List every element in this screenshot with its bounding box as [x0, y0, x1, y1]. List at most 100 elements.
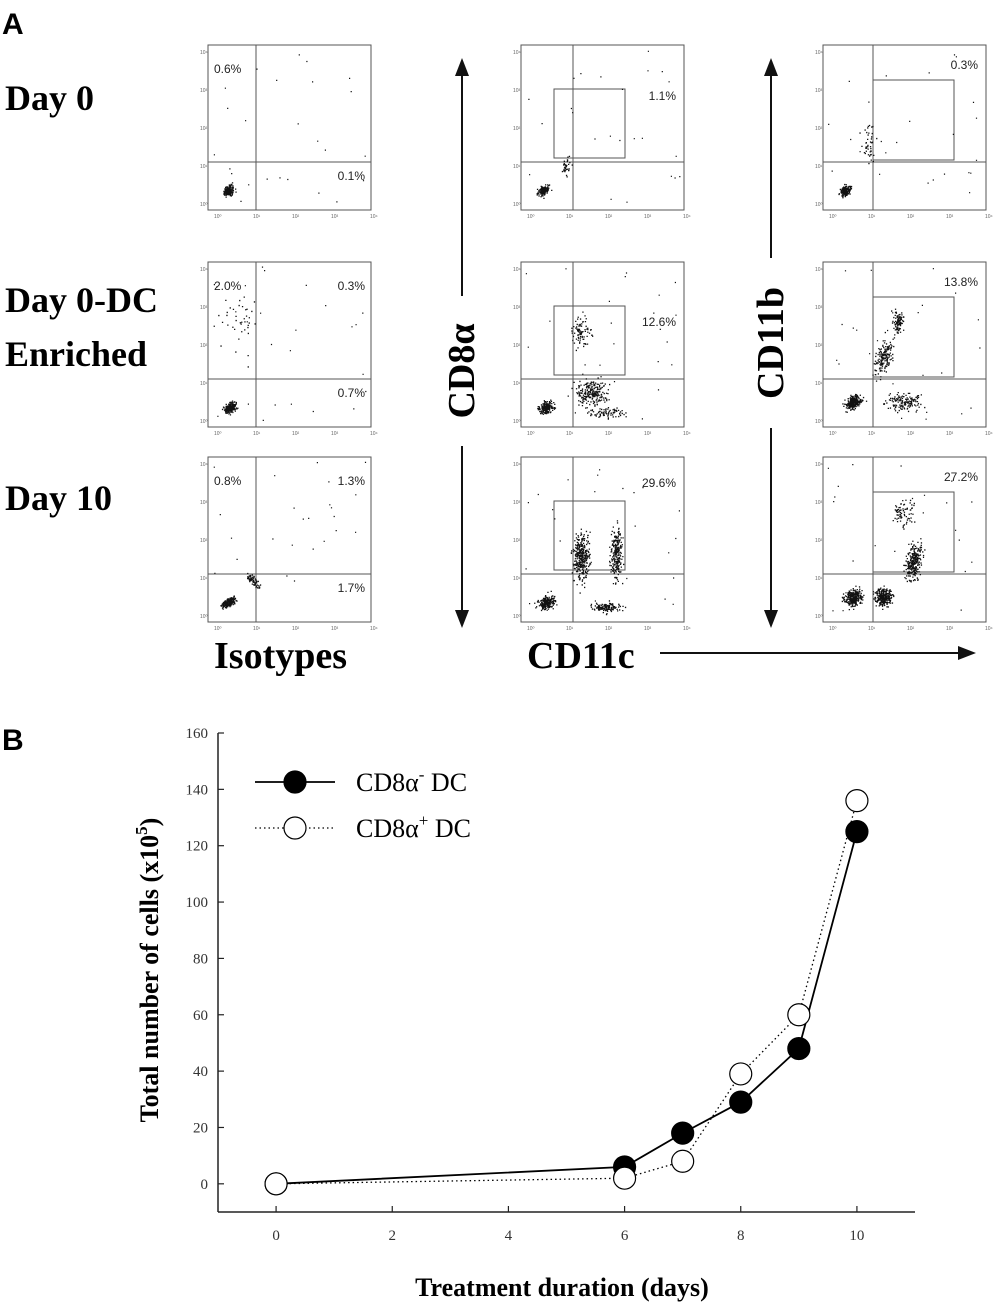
y-tick-label: 10²	[815, 343, 823, 349]
x-tick-label: 10⁴	[683, 626, 691, 632]
y-tick-label: 120	[186, 839, 209, 855]
flow-plot: 10⁰ 10⁰ 10¹ 10¹ 10² 10² 10³ 10³ 10⁴ 10⁴ 29.6%	[513, 456, 691, 632]
y-tick-label: 10³	[513, 88, 521, 94]
x-tick-label: 10¹	[566, 626, 574, 632]
gate-box	[553, 305, 626, 376]
quadrant-percent-lower-right: 1.7%	[338, 581, 366, 595]
x-tick-label: 10³	[946, 214, 954, 220]
quadrant-percent-upper-left: 0.6%	[214, 62, 242, 76]
x-tick-label: 10³	[644, 214, 652, 220]
x-tick-label: 10⁰	[214, 431, 222, 437]
gate-percent: 13.8%	[944, 275, 978, 289]
y-tick-label: 10⁰	[815, 202, 823, 208]
y-tick-label: 10⁴	[200, 50, 208, 56]
plot-frame	[207, 261, 372, 428]
gate-box	[872, 296, 955, 378]
x-tick-label: 10²	[907, 431, 915, 437]
quadrant-percent-upper-right: 1.3%	[338, 474, 366, 488]
event-dots	[213, 54, 366, 203]
y-tick-label: 10¹	[200, 164, 208, 170]
x-tick-label: 10²	[292, 626, 300, 632]
y-tick-label: 10³	[815, 500, 823, 506]
gate-percent: 1.1%	[649, 89, 677, 103]
plot-frame	[520, 456, 685, 623]
x-tick-label: 10¹	[566, 214, 574, 220]
y-axis-label: Total number of cells (x105)	[132, 818, 164, 1123]
x-tick-label: 10⁰	[527, 431, 535, 437]
x-tick-label: 10³	[331, 431, 339, 437]
cd11c-caption: CD11c	[527, 635, 635, 677]
x-tick-label: 10³	[331, 214, 339, 220]
y-tick-label: 10²	[200, 126, 208, 132]
data-point-filled	[729, 1090, 753, 1114]
y-tick-label: 40	[193, 1064, 208, 1080]
y-axis-label-main: Total number of cells (x10	[135, 835, 164, 1122]
y-tick-label: 140	[186, 782, 209, 798]
y-tick-label: 10⁰	[513, 614, 521, 620]
row-label-enriched: Enriched	[5, 334, 147, 374]
y-tick-label: 10⁴	[513, 462, 521, 468]
x-tick-label: 10¹	[868, 431, 876, 437]
event-dot-cloud	[213, 266, 367, 421]
x-tick-label: 10⁰	[829, 214, 837, 220]
x-tick-label: 10⁴	[370, 214, 378, 220]
chart-series	[264, 789, 869, 1196]
x-tick-label: 10⁴	[370, 431, 378, 437]
row-label-day10: Day 10	[5, 478, 112, 518]
x-axis-label: Treatment duration (days)	[415, 1273, 709, 1302]
chart-axes: 0 20 40 60 80 100 120 140 160 0 2 4 6 8 10	[186, 726, 915, 1244]
plot-frame	[822, 44, 987, 211]
y-tick-label: 10²	[513, 538, 521, 544]
gate-percent: 0.3%	[951, 58, 979, 72]
y-tick-label: 10²	[200, 538, 208, 544]
x-tick-label: 10¹	[868, 214, 876, 220]
x-tick-label: 10⁴	[370, 626, 378, 632]
x-tick-label: 10⁰	[214, 626, 222, 632]
event-dots	[836, 268, 981, 420]
x-tick-label: 10²	[907, 214, 915, 220]
flow-plot: 10⁰ 10⁰ 10¹ 10¹ 10² 10² 10³ 10³ 10⁴ 10⁴ 1.1%	[513, 44, 691, 220]
x-tick-label: 10⁰	[214, 214, 222, 220]
legend-marker-0	[283, 770, 307, 794]
x-tick-label: 6	[621, 1228, 629, 1244]
y-tick-label: 10⁴	[200, 462, 208, 468]
plot-frame	[822, 456, 987, 623]
event-dot-cloud	[827, 464, 973, 612]
x-tick-label: 10¹	[868, 626, 876, 632]
y-tick-label: 10¹	[815, 576, 823, 582]
cd11b-axis-arrow: CD11b	[740, 58, 804, 628]
x-tick-label: 10²	[292, 431, 300, 437]
event-dot-cloud	[836, 268, 981, 420]
plot-frame	[207, 44, 372, 211]
series-line-0	[276, 831, 858, 1185]
y-tick-label: 10¹	[513, 576, 521, 582]
flow-plot: 10⁰ 10⁰ 10¹ 10¹ 10² 10² 10³ 10³ 10⁴ 10⁴ 0.6% 0.1%	[200, 44, 378, 220]
y-tick-label: 10³	[815, 305, 823, 311]
cd8a-axis-arrow: CD8α	[430, 58, 494, 628]
quadrant-percent-lower-right: 0.1%	[338, 169, 366, 183]
y-tick-label: 10²	[200, 343, 208, 349]
x-tick-label: 10⁴	[985, 431, 993, 437]
y-axis-label-close: )	[135, 818, 164, 827]
x-tick-label: 10²	[605, 431, 613, 437]
y-tick-label: 10⁰	[200, 614, 208, 620]
x-tick-label: 10⁴	[985, 626, 993, 632]
x-tick-label: 10	[849, 1228, 864, 1244]
x-tick-label: 10²	[907, 626, 915, 632]
y-tick-label: 10⁴	[513, 50, 521, 56]
data-point-open	[612, 1166, 637, 1190]
flow-plot: 10⁰ 10⁰ 10¹ 10¹ 10² 10² 10³ 10³ 10⁴ 10⁴ 0.3%	[815, 44, 993, 220]
y-tick-label: 20	[193, 1120, 208, 1136]
legend-label-suffix: DC	[424, 768, 467, 797]
legend-label-superscript: -	[419, 765, 425, 784]
x-tick-label: 10⁴	[683, 431, 691, 437]
legend-label-superscript: +	[419, 811, 429, 830]
gate-percent: 12.6%	[642, 315, 676, 329]
data-point-filled	[845, 820, 869, 844]
y-tick-label: 10³	[513, 305, 521, 311]
event-dots	[525, 469, 680, 616]
y-tick-label: 10⁰	[200, 202, 208, 208]
plot-frame	[520, 261, 685, 428]
legend-label-main: CD8α	[356, 814, 419, 843]
